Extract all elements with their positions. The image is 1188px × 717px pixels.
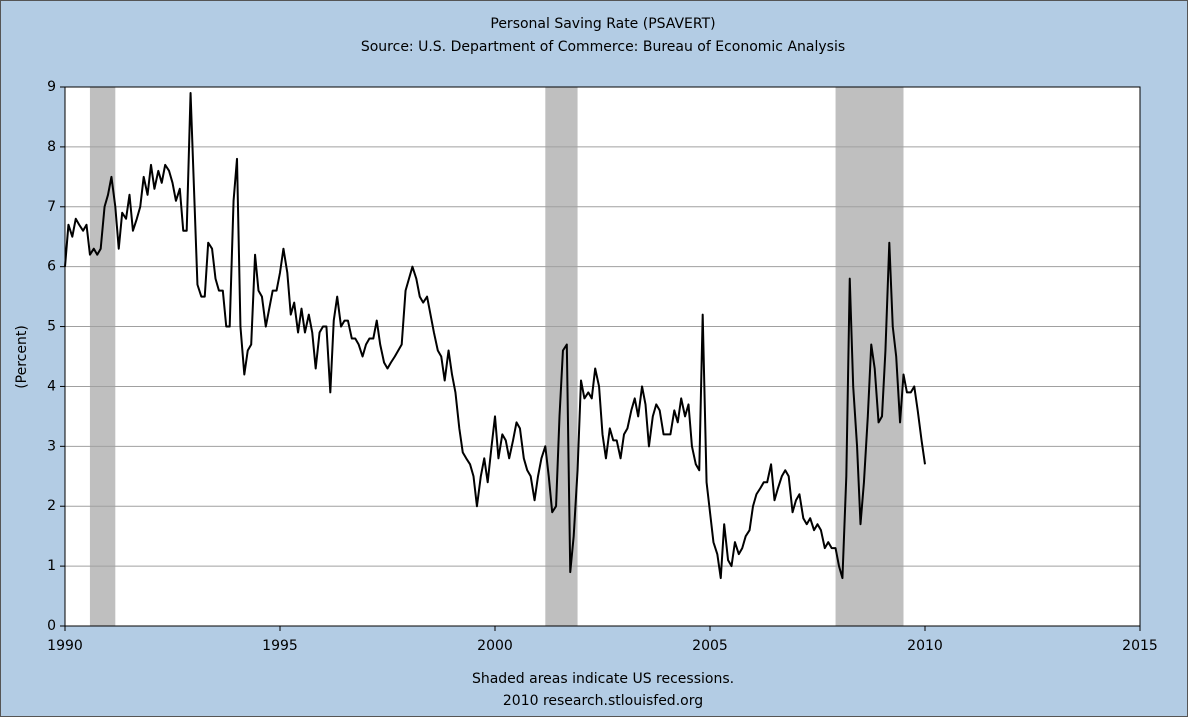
data: [64, 91, 926, 580]
x-tick-label: 2005: [692, 638, 728, 654]
recession-band: [89, 87, 116, 626]
credit: 2010 research.stlouisfed.org: [503, 693, 703, 709]
chart-title: Personal Saving Rate (PSAVERT): [490, 16, 715, 32]
y-tick-label: 4: [47, 378, 56, 394]
y-tick-label: 9: [47, 79, 56, 95]
x-tick-label: 2015: [1122, 638, 1158, 654]
data-line: [64, 91, 926, 580]
y-tick-label: 2: [47, 498, 56, 514]
x-tick-label: 1990: [47, 638, 83, 654]
x-tick-label: 2010: [907, 638, 943, 654]
y-tick-label: 0: [47, 618, 56, 634]
recession-band: [545, 87, 578, 626]
axes: 0 1 2 3 4 5 6 7 8 9 1990 1995 2000 2005 2010 2015: [47, 79, 1158, 654]
note: Shaded areas indicate US recessions.: [472, 671, 734, 687]
y-tick-label: 7: [47, 199, 56, 215]
recession-band: [835, 87, 904, 626]
chart-subtitle: Source: U.S. Department of Commerce: Bur…: [361, 39, 845, 55]
y-tick-label: 8: [47, 139, 56, 155]
y-axis-label: (Percent): [14, 325, 30, 389]
y-tick-label: 3: [47, 438, 56, 454]
x-tick-label: 1995: [262, 638, 298, 654]
plot-frame: [64, 86, 1141, 627]
recessions: [89, 87, 904, 626]
y-tick-label: 5: [47, 319, 56, 335]
x-tick-label: 2000: [477, 638, 513, 654]
y-tick-label: 6: [47, 259, 56, 275]
plot-area: [65, 87, 1140, 626]
y-tick-label: 1: [47, 558, 56, 574]
